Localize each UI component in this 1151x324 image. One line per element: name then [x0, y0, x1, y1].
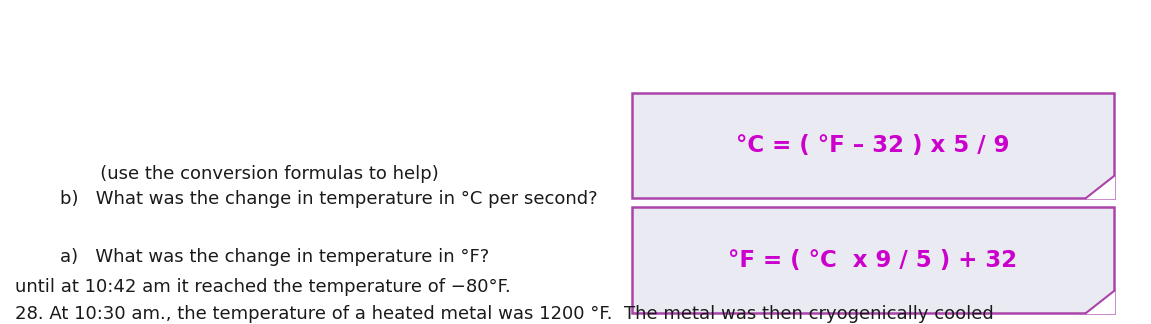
FancyBboxPatch shape: [632, 207, 1114, 313]
Text: °C = ( °F – 32 ) x 5 / 9: °C = ( °F – 32 ) x 5 / 9: [737, 134, 1009, 157]
FancyBboxPatch shape: [632, 93, 1114, 198]
Text: a)   What was the change in temperature in °F?: a) What was the change in temperature in…: [60, 248, 489, 266]
Text: b)   What was the change in temperature in °C per second?: b) What was the change in temperature in…: [60, 190, 597, 208]
Polygon shape: [1087, 291, 1114, 313]
Text: until at 10:42 am it reached the temperature of −80°F.: until at 10:42 am it reached the tempera…: [15, 278, 511, 296]
Text: (use the conversion formulas to help): (use the conversion formulas to help): [60, 165, 439, 183]
Polygon shape: [1087, 176, 1114, 198]
Text: 28. At 10:30 am., the temperature of a heated metal was 1200 °F.  The metal was : 28. At 10:30 am., the temperature of a h…: [15, 305, 993, 323]
Text: °F = ( °C  x 9 / 5 ) + 32: °F = ( °C x 9 / 5 ) + 32: [729, 249, 1017, 272]
